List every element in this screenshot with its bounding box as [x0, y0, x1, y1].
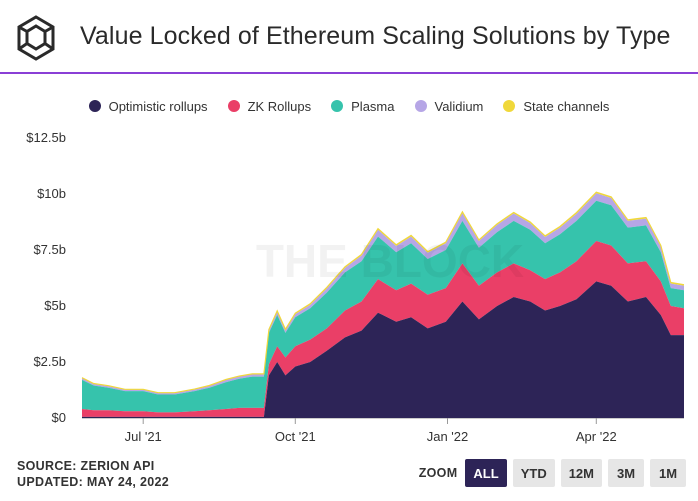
legend-label: Validium [434, 98, 484, 114]
y-tick-label: $7.5b [33, 242, 66, 257]
chart-legend: Optimistic rollups ZK Rollups Plasma Val… [0, 96, 698, 116]
legend-dot [331, 100, 344, 112]
zoom-ytd-button[interactable]: YTD [512, 459, 555, 487]
legend-dot [414, 100, 427, 112]
y-tick-label: $10b [37, 186, 66, 201]
y-axis: $0 $2.5b $5b $7.5b $10b $12.5b [26, 130, 66, 425]
legend-dot [88, 100, 101, 112]
chart-title: Value Locked of Ethereum Scaling Solutio… [80, 22, 671, 50]
series-top-line [81, 191, 685, 394]
area-optimistic-rollups [82, 281, 684, 418]
legend-dot [227, 100, 240, 112]
chart-header: Value Locked of Ethereum Scaling Solutio… [0, 0, 698, 74]
legend-item-validium[interactable]: Validium [414, 96, 484, 116]
legend-label: ZK Rollups [247, 98, 312, 114]
source-text: SOURCE: ZERION API [17, 459, 155, 473]
header-divider [0, 72, 698, 74]
zoom-all-button[interactable]: ALL [465, 459, 507, 487]
zoom-1m-button[interactable]: 1M [650, 459, 686, 487]
legend-item-optimistic-rollups[interactable]: Optimistic rollups [88, 96, 208, 116]
x-tick-label: Jan '22 [427, 429, 469, 444]
series-areas [81, 191, 685, 418]
y-tick-label: $12.5b [26, 130, 66, 145]
x-tick-label: Apr '22 [576, 429, 617, 444]
x-tick-label: Oct '21 [275, 429, 316, 444]
zoom-controls: ZOOM ALL YTD 12M 3M 1M [419, 459, 686, 487]
updated-text: UPDATED: MAY 24, 2022 [17, 475, 169, 489]
x-axis: Jul '21 Oct '21 Jan '22 Apr '22 [82, 418, 684, 444]
x-tick-label: Jul '21 [125, 429, 162, 444]
the-block-cube-icon [17, 15, 55, 61]
legend-label: Optimistic rollups [108, 98, 208, 114]
legend-dot [503, 100, 516, 112]
zoom-3m-button[interactable]: 3M [608, 459, 644, 487]
source-note: SOURCE: ZERION API UPDATED: MAY 24, 2022 [17, 458, 169, 490]
zoom-label: ZOOM [418, 466, 458, 480]
y-tick-label: $0 [52, 410, 66, 425]
watermark: THE BLOCK [256, 235, 524, 287]
area-zk-rollups [82, 241, 684, 417]
legend-item-zk-rollups[interactable]: ZK Rollups [227, 96, 312, 116]
legend-label: Plasma [351, 98, 395, 114]
stacked-area-chart: THE BLOCK $0 $2.5b $5b $7.5b $10b $12.5b Jul … [26, 130, 685, 444]
legend-label: State channels [523, 98, 610, 114]
y-tick-label: $2.5b [33, 354, 66, 369]
legend-item-plasma[interactable]: Plasma [331, 96, 395, 116]
zoom-12m-button[interactable]: 12M [560, 459, 602, 487]
legend-item-state-channels[interactable]: State channels [503, 96, 609, 116]
y-tick-label: $5b [44, 298, 66, 313]
area-plasma [82, 200, 684, 413]
